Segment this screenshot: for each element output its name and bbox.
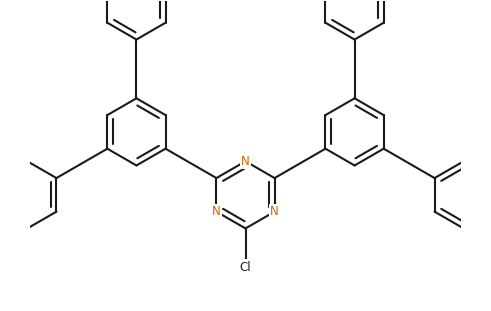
Text: N: N <box>212 205 221 218</box>
Text: N: N <box>270 205 279 218</box>
Text: N: N <box>241 155 250 168</box>
Text: Cl: Cl <box>240 261 251 274</box>
